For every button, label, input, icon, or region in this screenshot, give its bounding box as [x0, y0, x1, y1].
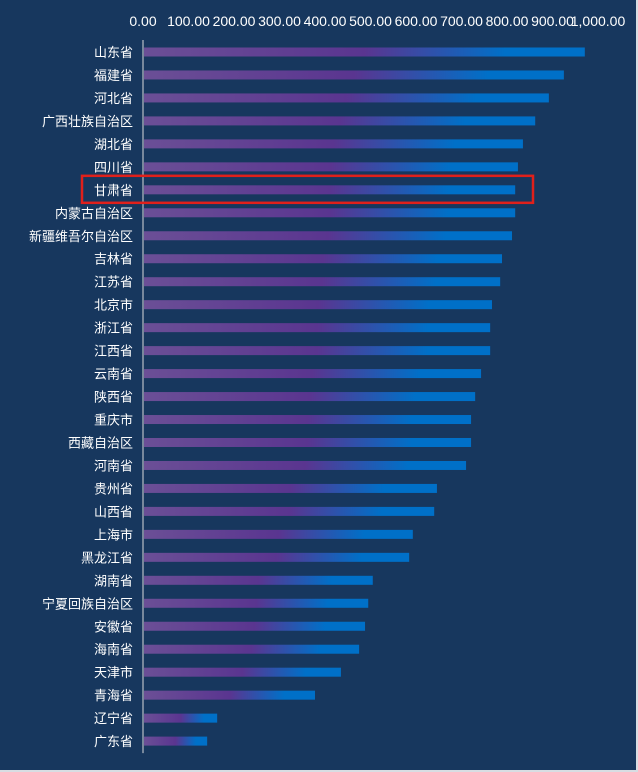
bar: [144, 552, 410, 562]
category-label: 贵州省: [94, 482, 133, 497]
category-label: 江苏省: [94, 275, 133, 291]
category-label: 湖南省: [94, 573, 133, 589]
category-label: 海南省: [94, 642, 133, 658]
x-tick-label: 1,000.00: [571, 13, 626, 29]
x-axis-ticks: 0.00 100.00 200.00 300.00 400.00 500.00 600.00…: [129, 13, 625, 29]
bar: [144, 621, 366, 631]
x-tick-label: 100.00: [167, 13, 210, 29]
category-label: 辽宁省: [94, 711, 133, 727]
bar: [144, 529, 413, 539]
category-label: 北京市: [94, 298, 133, 314]
bar: [144, 644, 360, 654]
x-tick-label: 800.00: [486, 13, 529, 29]
x-tick-label: 500.00: [349, 13, 392, 29]
x-tick-label: 700.00: [440, 13, 483, 29]
bar: [144, 185, 516, 195]
category-label: 湖北省: [94, 138, 133, 153]
category-label: 宁夏回族自治区: [42, 596, 133, 612]
bar: [144, 736, 208, 746]
bar: [144, 460, 467, 470]
bar: [144, 346, 491, 356]
bar: [144, 437, 472, 447]
x-tick-label: 900.00: [531, 13, 574, 29]
category-label: 四川省: [94, 161, 133, 176]
bar: [144, 208, 516, 218]
bar: [144, 93, 549, 103]
bar: [144, 139, 523, 149]
x-tick-label: 600.00: [395, 13, 438, 29]
bar: [144, 713, 218, 723]
bar: [144, 277, 501, 287]
category-label: 福建省: [94, 69, 133, 84]
bar: [144, 47, 585, 57]
x-tick-label: 300.00: [258, 13, 301, 29]
category-label: 河南省: [94, 458, 133, 474]
bar: [144, 116, 536, 126]
category-label: 重庆市: [94, 413, 133, 429]
bar: [144, 231, 513, 241]
category-label: 浙江省: [94, 322, 133, 337]
bar: [144, 369, 482, 379]
bar: [144, 483, 437, 493]
bar: [144, 254, 502, 264]
category-label: 内蒙古自治区: [55, 206, 133, 222]
bar: [144, 415, 472, 425]
category-label: 新疆维吾尔自治区: [29, 229, 133, 245]
bar: [144, 690, 315, 700]
bar: [144, 70, 564, 80]
category-label: 广西壮族自治区: [42, 114, 133, 130]
category-label: 安徽省: [94, 620, 133, 635]
category-labels: 山东省福建省河北省广西壮族自治区湖北省四川省甘肃省内蒙古自治区新疆维吾尔自治区吉…: [29, 46, 133, 750]
category-label: 山东省: [94, 46, 133, 61]
category-label: 吉林省: [94, 253, 133, 268]
category-label: 青海省: [94, 689, 133, 704]
category-label: 河北省: [94, 92, 133, 107]
category-label: 上海市: [94, 527, 133, 543]
category-label: 天津市: [94, 665, 133, 681]
bar: [144, 506, 435, 516]
bar: [144, 598, 369, 608]
category-label: 黑龙江省: [81, 551, 133, 566]
bar: [144, 575, 373, 585]
bar: [144, 667, 341, 677]
highlight-box: [80, 174, 535, 205]
bar: [144, 392, 476, 402]
category-label: 甘肃省: [94, 184, 133, 199]
category-label: 云南省: [94, 367, 133, 383]
category-label: 山西省: [94, 505, 133, 520]
bars: [144, 47, 585, 746]
category-label: 陕西省: [94, 391, 133, 406]
category-label: 西藏自治区: [68, 436, 133, 451]
category-label: 广东省: [94, 735, 133, 750]
x-tick-label: 0.00: [129, 13, 156, 29]
bar: [144, 323, 491, 333]
x-tick-label: 200.00: [213, 13, 256, 29]
category-label: 江西省: [94, 345, 133, 360]
bar: [144, 162, 518, 172]
x-tick-label: 400.00: [304, 13, 347, 29]
bar: [144, 300, 492, 310]
